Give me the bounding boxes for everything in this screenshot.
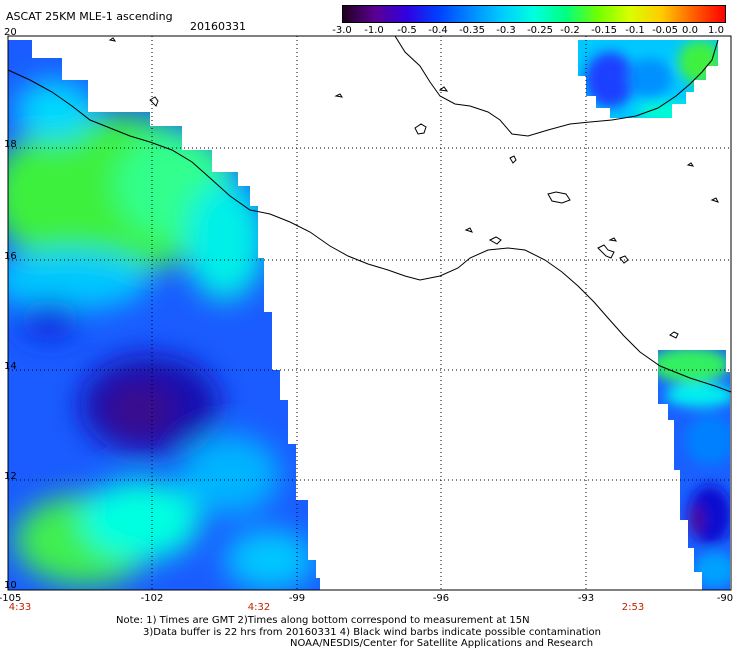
top-right-swath — [578, 40, 718, 118]
lon-label: -99 — [288, 593, 306, 604]
colorbar-label: -0.35 — [459, 25, 485, 36]
colorbar-label: -0.1 — [625, 25, 645, 36]
note-line-2: 3)Data buffer is 22 hrs from 20160331 4)… — [143, 627, 601, 638]
lat-label: 14 — [4, 361, 17, 372]
right-swath — [658, 350, 730, 590]
pass-time: 4:32 — [247, 602, 271, 613]
lat-label: 10 — [4, 580, 17, 591]
lat-label: 20 — [4, 27, 17, 38]
graticule — [8, 36, 731, 590]
lon-label: -105 — [0, 593, 22, 604]
colorbar-label: -0.2 — [560, 25, 580, 36]
lon-label: -102 — [140, 593, 164, 604]
product-title: ASCAT 25KM MLE-1 ascending — [6, 10, 173, 23]
colorbar-label: -0.25 — [527, 25, 553, 36]
colorbar-label: -0.5 — [397, 25, 417, 36]
pass-time: 2:53 — [621, 602, 645, 613]
left-swath — [8, 40, 320, 590]
product-date: 20160331 — [190, 20, 246, 33]
colorbar — [342, 5, 726, 23]
lat-label: 16 — [4, 251, 17, 262]
colorbar-label: -0.4 — [428, 25, 448, 36]
map-frame — [7, 35, 732, 591]
colorbar-label: 1.0 — [708, 25, 724, 36]
note-line-3: NOAA/NESDIS/Center for Satellite Applica… — [290, 638, 594, 649]
lat-label: 18 — [4, 139, 17, 150]
colorbar-labels: -3.0 -1.0 -0.5 -0.4 -0.35 -0.3 -0.25 -0.… — [330, 25, 730, 39]
lon-label: -96 — [432, 593, 450, 604]
colorbar-label: -1.0 — [364, 25, 384, 36]
colorbar-label: -3.0 — [332, 25, 352, 36]
note-line-1: Note: 1) Times are GMT 2)Times along bot… — [116, 615, 530, 626]
lat-label: 12 — [4, 471, 17, 482]
colorbar-label: -0.05 — [652, 25, 678, 36]
colorbar-label: -0.3 — [496, 25, 516, 36]
coastline — [7, 35, 732, 393]
colorbar-label: -0.15 — [591, 25, 617, 36]
colorbar-label: 0.0 — [682, 25, 698, 36]
pass-time: 4:33 — [8, 602, 32, 613]
lon-label: -90 — [716, 593, 734, 604]
lon-label: -93 — [577, 593, 595, 604]
